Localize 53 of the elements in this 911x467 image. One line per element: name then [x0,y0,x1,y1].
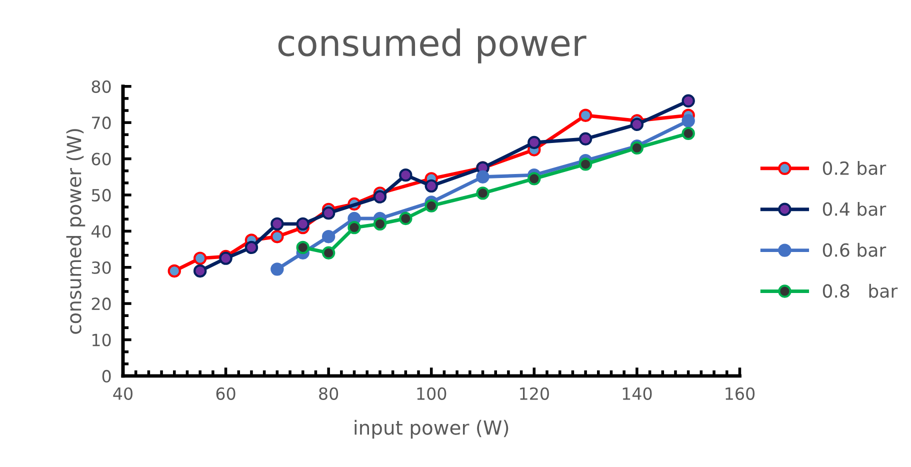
y-tick-label: 10 [92,334,111,346]
y-axis-title: consumed power (W) [66,129,86,334]
point [630,118,644,131]
point [270,262,284,276]
y-tick-label: 20 [92,298,111,310]
x-tick-label: 60 [216,387,236,400]
point [193,252,207,265]
point [322,230,336,244]
x-tick-label: 80 [319,387,338,400]
point [399,212,412,226]
point [424,179,438,193]
point [528,172,541,186]
legend-label: 0.8 bar [822,284,898,298]
point [399,168,412,182]
x-tick-label: 40 [113,387,132,400]
legend-label: 0.4 bar [822,202,886,216]
point [373,190,387,204]
y-tick-label: 40 [91,225,111,238]
y-tick-label: 70 [92,116,111,130]
point [322,246,336,260]
point [578,158,592,171]
chart-title: consumed power [278,28,586,64]
point [270,217,284,231]
point [270,230,284,244]
point [682,114,695,128]
legend-label: 0.6 bar [822,242,886,257]
point [424,199,438,212]
point [682,126,695,140]
y-tick-label: 60 [92,152,111,166]
point [528,136,541,150]
point [296,240,310,254]
y-tick-label: 80 [92,80,111,93]
point [244,240,258,254]
x-tick-label: 160 [726,387,755,400]
y-tick-label: 30 [92,261,111,274]
point [578,132,592,146]
point [682,94,695,108]
x-tick-label: 140 [622,387,652,400]
point [322,206,336,220]
point [193,264,207,278]
legend-label: 0.2 bar [822,161,886,175]
x-tick-label: 100 [417,387,446,400]
point [476,186,490,200]
x-tick-label: 120 [520,387,549,400]
point [296,217,310,231]
y-tick-label: 0 [102,370,111,383]
point [476,170,490,184]
point [373,217,387,231]
point [168,264,181,278]
point [348,220,361,234]
x-axis-title: input power (W) [354,420,508,439]
y-tick-label: 50 [92,188,111,202]
point [578,108,592,122]
